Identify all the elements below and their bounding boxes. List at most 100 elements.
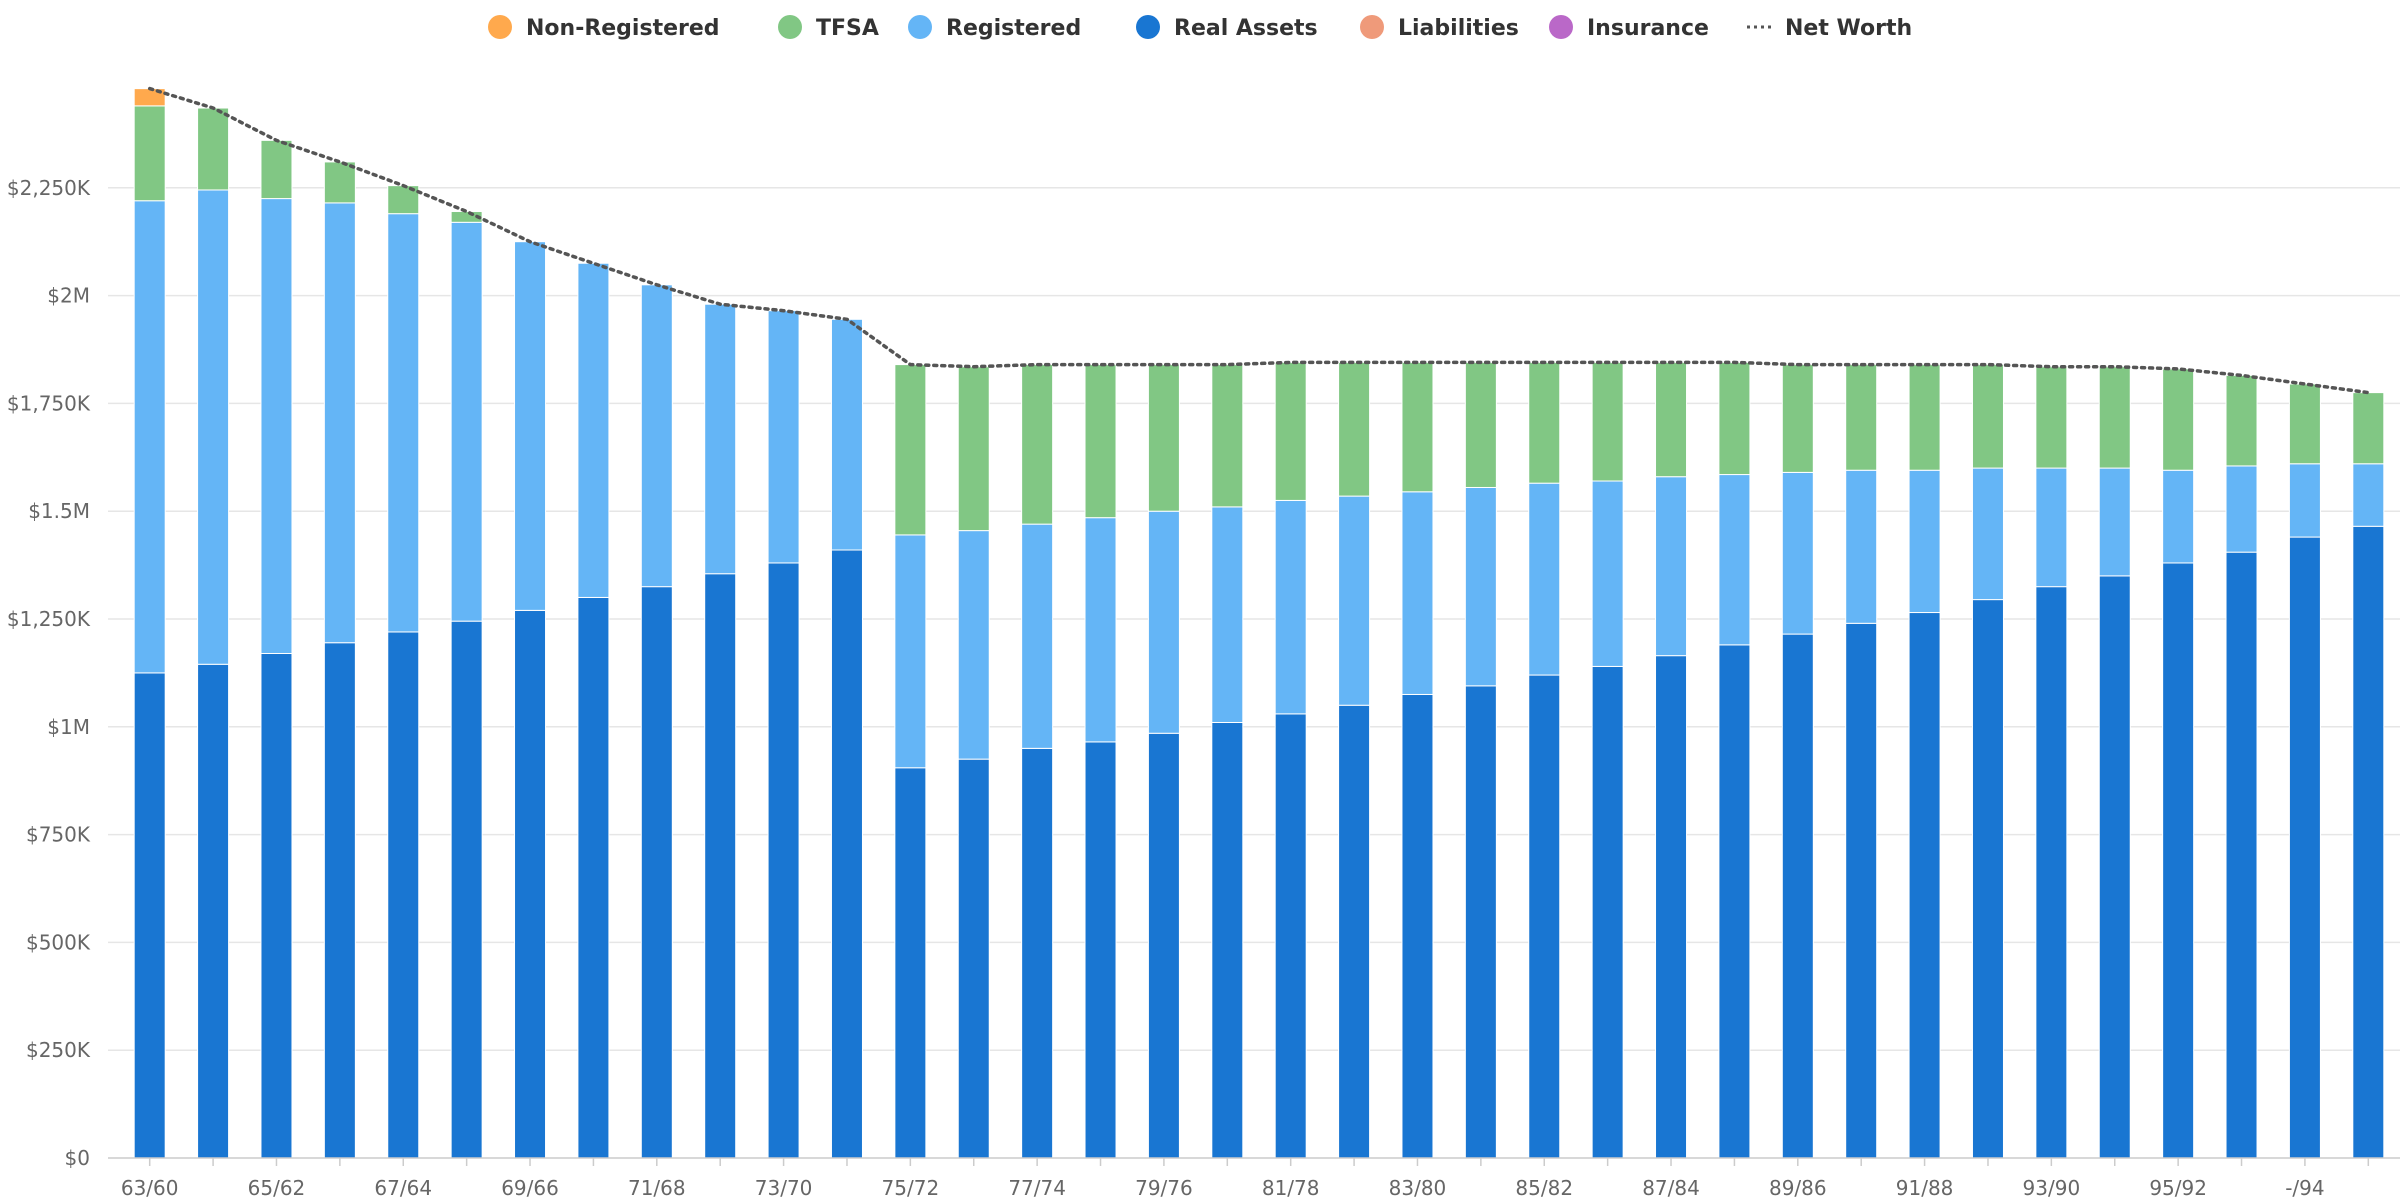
bar-stack-71/68[interactable]: [640, 284, 673, 1159]
bar-stack-72/69[interactable]: [704, 303, 737, 1159]
bar-stack-92/89[interactable]: [1971, 364, 2004, 1159]
bar-segment-tfsa[interactable]: [323, 161, 356, 204]
bar-stack-82/79[interactable]: [1338, 361, 1371, 1159]
bar-segment-real-assets[interactable]: [1971, 599, 2004, 1159]
bar-stack-89/86[interactable]: [1781, 364, 1814, 1159]
bar-segment-real-assets[interactable]: [2162, 562, 2195, 1159]
bar-segment-registered[interactable]: [260, 198, 293, 654]
bar-stack-88/85[interactable]: [1718, 361, 1751, 1159]
bar-segment-real-assets[interactable]: [1338, 704, 1371, 1159]
bar-stack-76/73[interactable]: [957, 366, 990, 1159]
bar-segment-real-assets[interactable]: [830, 549, 863, 1159]
bar-stack-83/80[interactable]: [1401, 361, 1434, 1159]
bar-segment-tfsa[interactable]: [1781, 364, 1814, 473]
bar-segment-tfsa[interactable]: [2225, 374, 2258, 467]
bar-segment-tfsa[interactable]: [1591, 361, 1624, 482]
bar-segment-registered[interactable]: [2225, 465, 2258, 553]
bar-segment-tfsa[interactable]: [1908, 364, 1941, 471]
bar-stack-78/75[interactable]: [1084, 364, 1117, 1159]
bar-segment-tfsa[interactable]: [1528, 361, 1561, 484]
bar-stack-85/82[interactable]: [1528, 361, 1561, 1159]
bar-segment-tfsa[interactable]: [197, 107, 230, 191]
legend-item-tfsa[interactable]: TFSA: [778, 15, 879, 41]
bar-segment-tfsa[interactable]: [957, 366, 990, 532]
bar-segment-real-assets[interactable]: [1274, 713, 1307, 1159]
bar-segment-registered[interactable]: [1274, 499, 1307, 715]
bar-stack-69/66[interactable]: [514, 241, 547, 1159]
bar-segment-tfsa[interactable]: [1211, 364, 1244, 508]
bar-stack-81/78[interactable]: [1274, 361, 1307, 1159]
bar-stack-65/62[interactable]: [260, 139, 293, 1159]
bar-segment-tfsa[interactable]: [894, 364, 927, 536]
bar-segment-registered[interactable]: [323, 202, 356, 644]
bar-segment-real-assets[interactable]: [1021, 747, 1054, 1159]
bar-segment-registered[interactable]: [1211, 506, 1244, 723]
bar-segment-real-assets[interactable]: [1591, 665, 1624, 1159]
bar-segment-tfsa[interactable]: [260, 139, 293, 200]
bar-segment-real-assets[interactable]: [577, 596, 610, 1159]
bar-segment-real-assets[interactable]: [133, 672, 166, 1159]
bar-segment-tfsa[interactable]: [1464, 361, 1497, 488]
bar-segment-registered[interactable]: [1971, 467, 2004, 601]
bar-segment-registered[interactable]: [894, 534, 927, 769]
bar-segment-registered[interactable]: [387, 213, 420, 633]
bar-segment-tfsa[interactable]: [1971, 364, 2004, 469]
bar-stack-66/63[interactable]: [323, 161, 356, 1159]
legend-item-insurance[interactable]: Insurance: [1549, 15, 1709, 41]
bar-segment-tfsa[interactable]: [1845, 364, 1878, 471]
bar-segment-real-assets[interactable]: [2352, 525, 2385, 1159]
bar-segment-tfsa[interactable]: [133, 105, 166, 202]
bar-segment-real-assets[interactable]: [1781, 633, 1814, 1159]
bar-segment-registered[interactable]: [2035, 467, 2068, 588]
bar-segment-real-assets[interactable]: [1655, 655, 1688, 1159]
bar-segment-registered[interactable]: [2288, 463, 2321, 538]
bar-segment-registered[interactable]: [1401, 491, 1434, 695]
bar-segment-real-assets[interactable]: [767, 562, 800, 1159]
bar-segment-registered[interactable]: [1084, 517, 1117, 743]
bar-segment-real-assets[interactable]: [1211, 721, 1244, 1159]
bar-segment-tfsa[interactable]: [2162, 368, 2195, 471]
bar-segment-real-assets[interactable]: [323, 642, 356, 1159]
legend-item-non-registered[interactable]: Non-Registered: [488, 15, 720, 41]
bar-stack-75/72[interactable]: [894, 364, 927, 1159]
bar-segment-registered[interactable]: [1591, 480, 1624, 667]
bar-segment-registered[interactable]: [1718, 474, 1751, 646]
bar-stack-79/76[interactable]: [1147, 364, 1180, 1159]
bar-segment-registered[interactable]: [577, 262, 610, 598]
bar-segment-registered[interactable]: [450, 221, 483, 622]
bar-segment-real-assets[interactable]: [197, 663, 230, 1159]
bar-segment-tfsa[interactable]: [1021, 364, 1054, 525]
legend-item-net-worth[interactable]: Net Worth: [1747, 16, 1912, 41]
bar-segment-registered[interactable]: [640, 284, 673, 588]
bar-segment-registered[interactable]: [767, 310, 800, 564]
bar-segment-registered[interactable]: [1147, 510, 1180, 734]
bar-segment-real-assets[interactable]: [1464, 685, 1497, 1159]
bar-segment-registered[interactable]: [2352, 463, 2385, 527]
bar-segment-tfsa[interactable]: [1147, 364, 1180, 512]
bar-stack-68/65[interactable]: [450, 211, 483, 1159]
bar-stack--/95[interactable]: [2352, 392, 2385, 1159]
bar-segment-real-assets[interactable]: [2098, 575, 2131, 1159]
bar-segment-registered[interactable]: [514, 241, 547, 611]
bar-segment-registered[interactable]: [2098, 467, 2131, 577]
bar-segment-tfsa[interactable]: [1655, 361, 1688, 478]
bar-segment-registered[interactable]: [1528, 482, 1561, 676]
bar-segment-tfsa[interactable]: [2098, 366, 2131, 469]
bar-segment-real-assets[interactable]: [2288, 536, 2321, 1159]
bar-segment-real-assets[interactable]: [704, 573, 737, 1159]
bar-segment-real-assets[interactable]: [2225, 551, 2258, 1159]
bar-segment-real-assets[interactable]: [450, 620, 483, 1159]
bar-segment-real-assets[interactable]: [1147, 732, 1180, 1159]
bar-segment-real-assets[interactable]: [1908, 612, 1941, 1159]
bar-stack-84/81[interactable]: [1464, 361, 1497, 1159]
legend-item-registered[interactable]: Registered: [908, 15, 1081, 41]
bar-segment-tfsa[interactable]: [1401, 361, 1434, 493]
bar-segment-real-assets[interactable]: [1718, 644, 1751, 1159]
bar-stack-94/91[interactable]: [2098, 366, 2131, 1159]
bar-segment-real-assets[interactable]: [1401, 693, 1434, 1159]
legend-item-real-assets[interactable]: Real Assets: [1136, 15, 1318, 41]
bar-segment-tfsa[interactable]: [1274, 361, 1307, 501]
bar-stack-93/90[interactable]: [2035, 366, 2068, 1159]
bar-segment-registered[interactable]: [704, 303, 737, 575]
bar-stack-74/71[interactable]: [830, 318, 863, 1159]
